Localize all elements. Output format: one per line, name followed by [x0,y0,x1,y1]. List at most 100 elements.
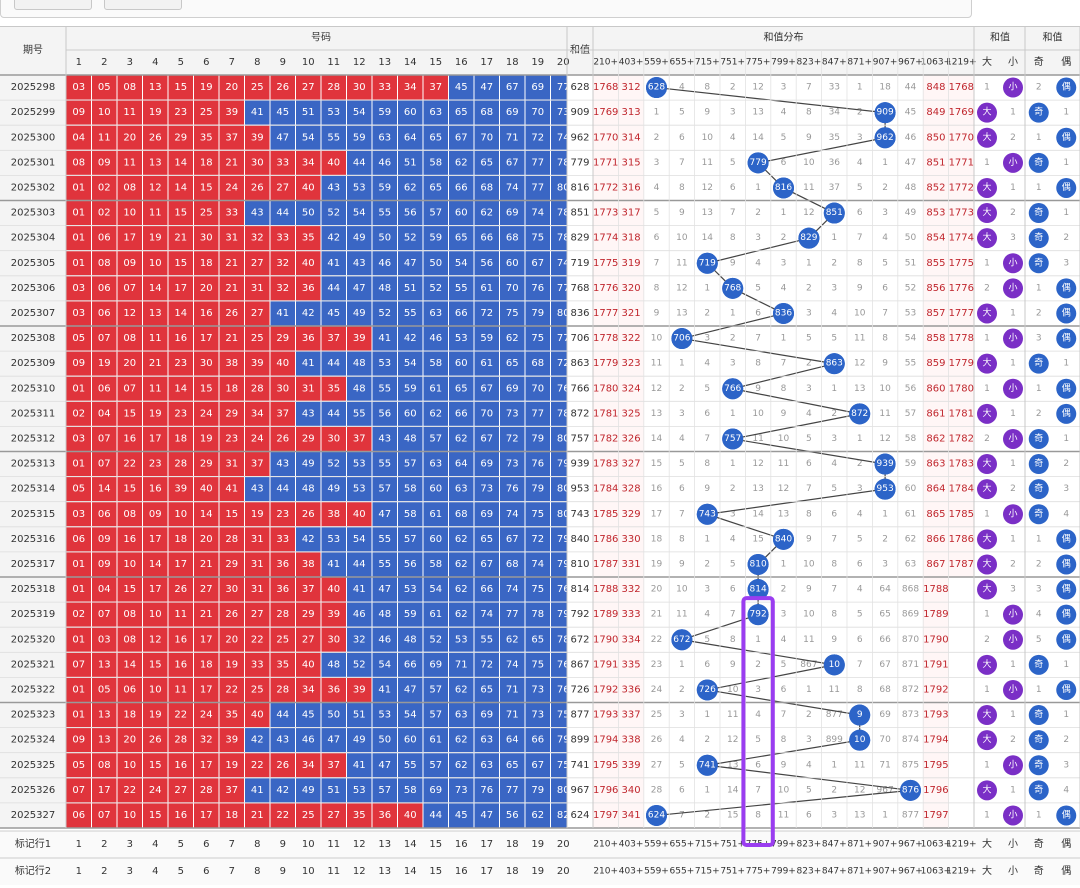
sum-value: 836 [570,308,589,319]
counter-cell [593,300,619,326]
number-cell [320,576,347,603]
number-value: 30 [225,584,238,595]
number-value: 17 [200,333,213,344]
number-value: 39 [327,609,340,620]
number-cell [193,501,220,528]
number-value: 30 [200,358,213,369]
bs-miss: 1 [1010,183,1016,193]
number-value: 55 [327,132,340,143]
bs-ball [977,228,997,249]
counter-cell [923,200,949,226]
number-value: 31 [251,559,264,570]
number-value: 75 [531,584,544,595]
number-value: 29 [174,132,187,143]
number-value: 73 [557,107,570,118]
number-value: 55 [455,283,468,294]
oe-miss: 1 [1063,359,1069,369]
number-value: 72 [531,534,544,545]
filter-button-1[interactable] [14,0,92,10]
number-value: 59 [429,233,442,244]
oe-ball-label: 偶 [1062,532,1071,544]
miss-value: 53 [905,308,916,318]
number-value: 40 [327,584,340,595]
number-value: 07 [72,659,85,670]
miss-value: 11 [803,635,814,645]
number-value: 76 [480,785,493,796]
number-value: 19 [98,358,111,369]
number-value: 50 [429,258,442,269]
bs-miss: 2 [1010,559,1016,569]
period-label: 2025314 [11,484,56,495]
filter-button-2[interactable] [104,0,182,10]
counter-value: 337 [622,710,641,721]
bs-miss: 1 [984,760,990,770]
number-value: 62 [455,559,468,570]
period-cell [0,376,66,402]
sum-ball-top-label: 876 [902,785,919,795]
sum-value: 628 [570,82,589,93]
number-value: 32 [276,283,289,294]
footer-number: 14 [404,866,417,877]
sum-ball-top-label: 757 [724,434,741,444]
number-cell [295,576,322,603]
number-value: 01 [72,208,85,219]
number-value: 71 [506,684,519,695]
number-value: 57 [429,710,442,721]
period-cell [0,175,66,201]
dist-col-header: 403+ [619,58,644,68]
number-value: 33 [378,82,391,93]
number-value: 15 [200,383,213,394]
number-value: 52 [429,283,442,294]
number-value: 67 [480,433,493,444]
miss-value: 9 [679,208,685,218]
miss-value: 1 [704,283,710,293]
number-value: 19 [225,760,238,771]
miss-value: 14 [702,233,714,243]
number-cell [320,551,347,578]
counter-cell [618,100,644,126]
miss-value: 7 [679,509,685,519]
number-value: 12 [149,182,162,193]
miss-value: 7 [781,710,787,720]
number-cell [269,601,296,628]
counter-value: 1781 [949,408,974,419]
bs-ball-label: 小 [1008,508,1017,519]
number-cell [524,551,551,578]
number-value: 36 [276,584,289,595]
number-cell [473,275,500,302]
number-value: 38 [302,559,315,570]
counter-value: 333 [622,609,641,620]
miss-value: 2 [679,384,685,394]
number-value: 24 [200,408,213,419]
miss-value: 4 [755,710,761,720]
miss-value: 6 [755,308,761,318]
number-value: 54 [378,659,391,670]
counter-cell [923,225,949,251]
number-value: 55 [378,534,391,545]
footer-number: 4 [152,866,158,877]
number-value: 63 [378,132,391,143]
number-value: 48 [378,609,391,620]
number-value: 61 [429,509,442,520]
miss-value: 8 [654,283,660,293]
miss-value: 3 [679,409,685,419]
miss-value: 22 [651,635,662,645]
number-cell [524,651,551,678]
counter-value: 1788 [593,584,618,595]
oe-ball [1056,554,1077,575]
bs-ball-label: 大 [982,231,991,243]
oe-miss: 3 [1063,484,1069,494]
number-value: 62 [480,208,493,219]
filter-panel [0,0,972,18]
number-value: 41 [378,333,391,344]
counter-value: 857 [926,308,945,319]
number-cell [193,74,220,101]
footer-number: 3 [127,866,133,877]
number-value: 07 [98,609,111,620]
miss-value: 7 [831,534,837,544]
number-value: 31 [302,383,315,394]
miss-value: 13 [651,409,662,419]
number-value: 18 [225,810,238,821]
number-value: 74 [531,208,544,219]
number-value: 60 [429,534,442,545]
